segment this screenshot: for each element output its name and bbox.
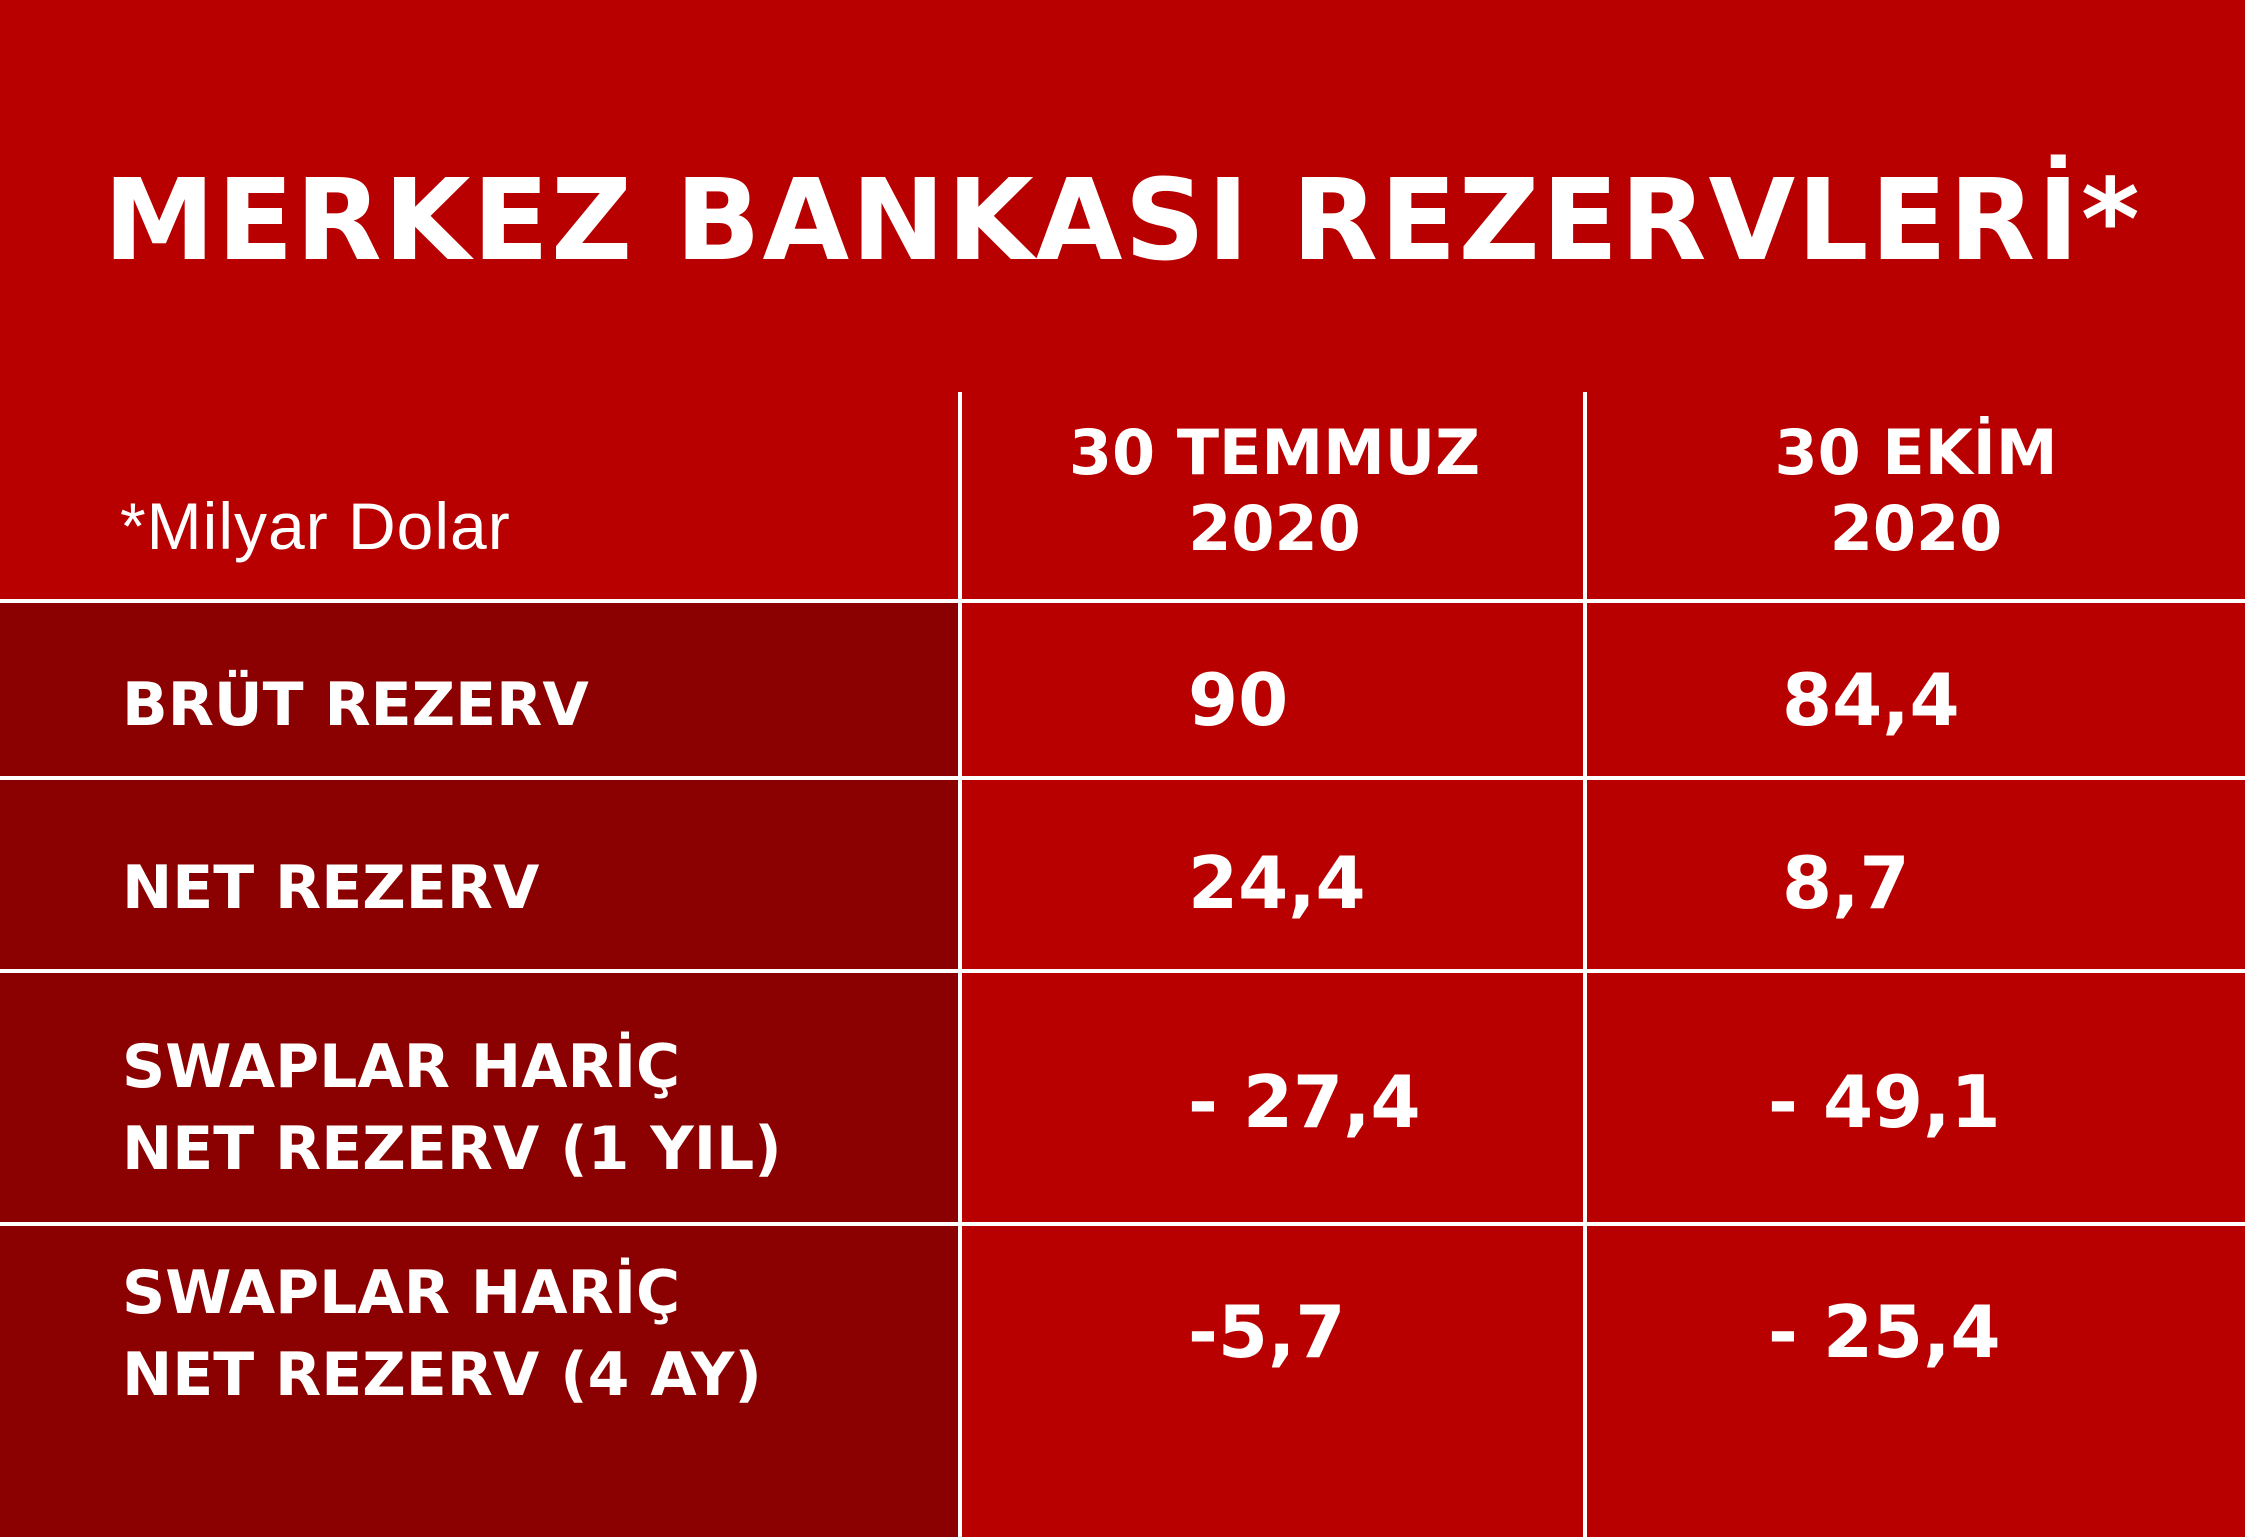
row-label-text: SWAPLAR HARİÇ — [122, 1258, 681, 1328]
column-header-date: 30 TEMMUZ — [1068, 416, 1481, 489]
column-header-october-2020: 30 EKİM 2020 — [1587, 415, 2245, 567]
column-divider — [958, 392, 962, 1537]
value-gross-reserve-july: 90 — [1188, 658, 1289, 742]
value-net-reserve-excl-swaps-4m-october: - 25,4 — [1768, 1290, 2001, 1374]
unit-note: *Milyar Dolar — [120, 489, 511, 563]
row-label-net-reserve: NET REZERV — [122, 847, 539, 929]
row-label-text: NET REZERV — [122, 853, 540, 923]
row-label-text: SWAPLAR HARİÇ — [122, 1032, 681, 1102]
row-divider — [0, 599, 2245, 603]
value-net-reserve-excl-swaps-1y-october: - 49,1 — [1768, 1060, 2001, 1144]
column-header-year: 2020 — [1188, 492, 1361, 565]
value-net-reserve-july: 24,4 — [1188, 841, 1366, 925]
column-header-date: 30 EKİM — [1774, 416, 2058, 489]
row-label-text: BRÜT REZERV — [122, 670, 589, 740]
value-gross-reserve-october: 84,4 — [1782, 658, 1960, 742]
row-divider — [0, 969, 2245, 973]
row-label-gross-reserve: BRÜT REZERV — [122, 664, 589, 746]
row-divider — [0, 1222, 2245, 1226]
page-title: MERKEZ BANKASI REZERVLERİ* — [103, 156, 2142, 286]
row-label-net-reserve-excl-swaps-1y: SWAPLAR HARİÇ NET REZERV (1 YIL) — [122, 1026, 782, 1190]
value-net-reserve-october: 8,7 — [1782, 841, 1910, 925]
label-column-background — [0, 603, 960, 1537]
column-header-july-2020: 30 TEMMUZ 2020 — [962, 415, 1587, 567]
column-header-year: 2020 — [1829, 492, 2003, 565]
column-divider — [1583, 392, 1587, 1537]
value-net-reserve-excl-swaps-4m-july: -5,7 — [1188, 1290, 1346, 1374]
row-divider — [0, 776, 2245, 780]
row-label-text: NET REZERV (1 YIL) — [122, 1114, 782, 1184]
row-label-text: NET REZERV (4 AY) — [122, 1340, 762, 1410]
value-net-reserve-excl-swaps-1y-july: - 27,4 — [1188, 1060, 1421, 1144]
row-label-net-reserve-excl-swaps-4m: SWAPLAR HARİÇ NET REZERV (4 AY) — [122, 1252, 762, 1416]
